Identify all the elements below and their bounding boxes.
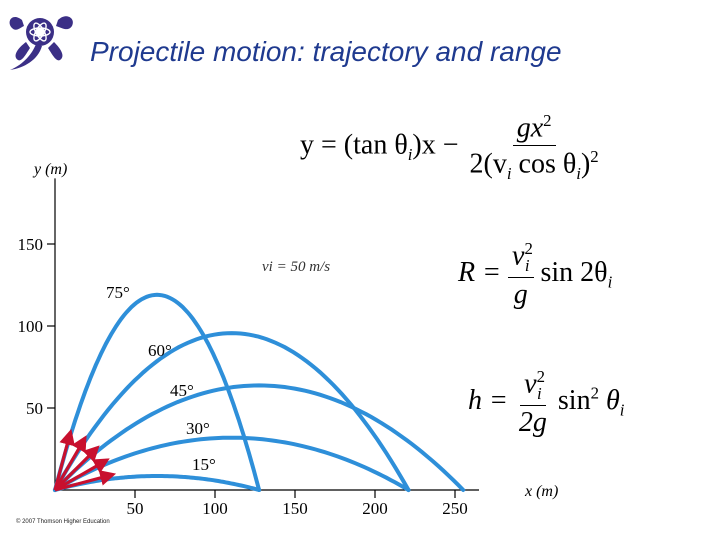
height-numerator: v xyxy=(524,368,537,400)
height-rhs-sub: i xyxy=(619,400,625,420)
range-equation: R = v2i g sin 2θi xyxy=(458,240,612,309)
velocity-arrow-30 xyxy=(54,458,110,492)
range-numerator-sub: i xyxy=(524,255,530,275)
trajectory-60 xyxy=(53,331,411,492)
trajectory-den-post: ) xyxy=(580,148,591,180)
trajectory-75 xyxy=(53,292,262,492)
range-rhs: sin 2θ xyxy=(540,256,608,288)
velocity-arrow-15 xyxy=(54,470,117,492)
angle-label-15: 15° xyxy=(192,455,216,474)
height-numerator-sup: 2 xyxy=(536,367,545,386)
trajectory-numerator-sup: 2 xyxy=(543,111,552,130)
velocity-arrow-75 xyxy=(53,428,75,491)
trajectory-den-sup: 2 xyxy=(590,146,599,166)
x-tick-label: 150 xyxy=(282,499,308,518)
slide-title: Projectile motion: trajectory and range xyxy=(90,36,562,67)
angle-label-45: 45° xyxy=(170,381,194,400)
velocity-arrow-45 xyxy=(53,445,100,492)
x-tick-label: 100 xyxy=(202,499,228,518)
x-axis-label: x (m) xyxy=(524,483,558,500)
trajectory-sub-i: i xyxy=(407,145,413,165)
height-numerator-sub: i xyxy=(536,383,542,403)
trajectory-lhs: y = (tan θ xyxy=(300,129,408,161)
height-rhs: sin xyxy=(557,384,591,416)
trajectory-numerator: gx xyxy=(516,112,544,144)
x-tick-label: 250 xyxy=(442,499,468,518)
x-tick-label: 200 xyxy=(362,499,388,518)
trajectory-den-sub: i xyxy=(506,163,512,183)
angle-label-75: 75° xyxy=(106,283,130,302)
angle-label-30: 30° xyxy=(186,419,210,438)
height-denominator: 2g xyxy=(518,406,547,438)
range-denominator: g xyxy=(513,278,528,310)
copyright-note: © 2007 Thomson Higher Education xyxy=(16,519,110,525)
height-rhs-post: θ xyxy=(598,384,620,416)
height-lhs: h = xyxy=(468,384,508,416)
trajectory-fraction: gx2 2(vi cos θi)2 xyxy=(466,112,603,182)
velocity-arrow-60 xyxy=(53,435,87,491)
range-rhs-sub: i xyxy=(607,272,613,292)
height-fraction: v2i 2g xyxy=(515,368,551,437)
trajectory-equation: y = (tan θi)x − gx2 2(vi cos θi)2 xyxy=(300,112,603,182)
y-axis-label: y (m) xyxy=(32,161,67,178)
y-tick-label: 150 xyxy=(18,235,44,254)
x-tick-label: 50 xyxy=(127,499,144,518)
gecko-logo-icon xyxy=(9,16,73,70)
y-tick-label: 100 xyxy=(18,317,44,336)
speed-annotation: vi = 50 m/s xyxy=(262,259,330,275)
trajectory-den-sub2: i xyxy=(576,163,581,183)
y-tick-label: 50 xyxy=(26,399,43,418)
range-fraction: v2i g xyxy=(508,240,534,309)
height-rhs-sup: 2 xyxy=(590,383,599,403)
height-equation: h = v2i 2g sin2 θi xyxy=(468,368,624,437)
trajectory-30 xyxy=(53,435,411,492)
angle-label-60: 60° xyxy=(148,341,172,360)
range-numerator-sup: 2 xyxy=(524,239,533,258)
trajectory-den-pre: 2(v xyxy=(469,148,507,180)
range-lhs: R = xyxy=(458,256,501,288)
trajectory-mid: )x − xyxy=(412,129,459,161)
trajectory-45 xyxy=(53,383,466,492)
range-numerator: v xyxy=(512,240,525,272)
trajectory-den-mid: cos θ xyxy=(511,148,577,180)
